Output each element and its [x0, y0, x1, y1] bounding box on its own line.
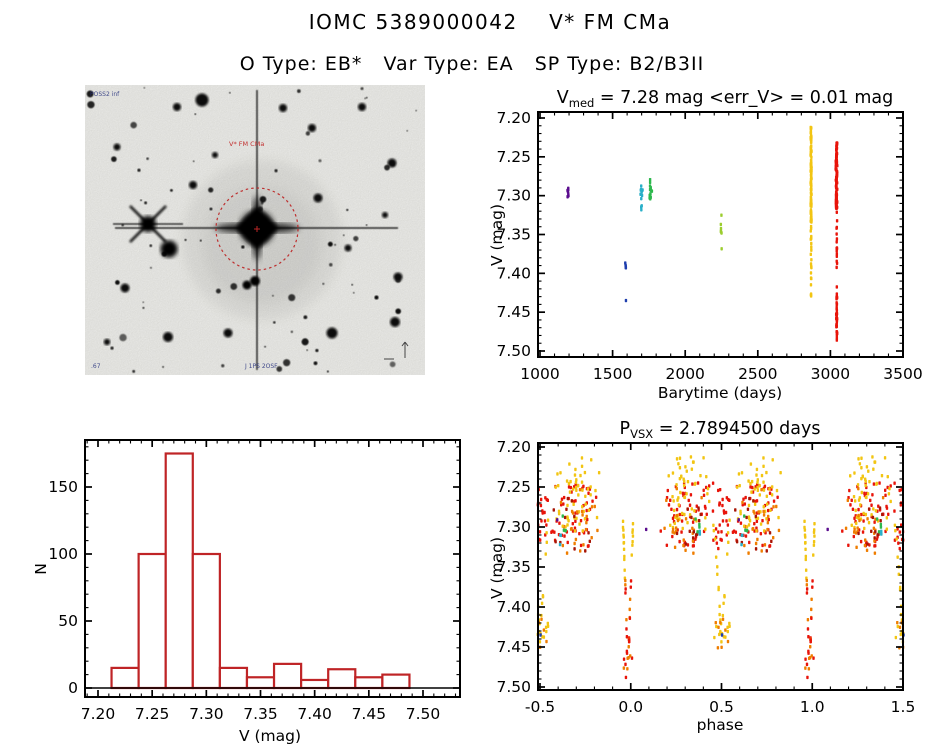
- tick-marks: [538, 443, 904, 690]
- histogram-xlabel: V (mag): [239, 727, 301, 745]
- y-tick-label: 7.40: [496, 598, 531, 616]
- phase-xlabel: phase: [697, 716, 744, 734]
- phase-layers: -0.5 0.0 0.5 1.0 1.5 7.20 7.25 7.30 7.35 7.40 7.45…: [496, 438, 915, 716]
- x-tick-label: 3000: [811, 365, 850, 383]
- y-tick-label: 150: [48, 478, 78, 496]
- x-tick-label: 1.5: [891, 698, 916, 716]
- y-tick-label: 100: [48, 545, 78, 563]
- y-tick-label: 7.20: [496, 438, 531, 456]
- phase-title: PVSX = 2.7894500 days: [620, 419, 821, 441]
- y-tick-label: 7.50: [496, 678, 531, 696]
- x-tick-label: 1500: [593, 365, 632, 383]
- tick-labels: 7.20 7.25 7.30 7.35 7.40 7.45 7.50 0 50 100 150: [48, 478, 440, 723]
- corner-label: .67: [91, 363, 101, 370]
- y-tick-label: 7.45: [496, 303, 531, 321]
- y-tick-label: 7.50: [496, 342, 531, 360]
- lightcurve-ylabel: V (mag): [490, 204, 506, 266]
- x-tick-label: 0.5: [709, 698, 734, 716]
- target-label: V* FM CMa: [229, 140, 264, 148]
- x-tick-label: 7.25: [135, 705, 170, 723]
- lightcurve-title: Vmed = 7.28 mag <err_V> = 0.01 mag: [557, 88, 893, 110]
- histogram-bar: [137, 552, 167, 690]
- y-tick-label: 7.35: [496, 226, 531, 244]
- x-tick-label: 7.50: [406, 705, 441, 723]
- data-points: [566, 125, 839, 342]
- phase-svg: -0.5 0.0 0.5 1.0 1.5 7.20 7.25 7.30 7.35 7.40 7.45…: [490, 419, 915, 734]
- histogram-bar: [381, 673, 411, 690]
- y-tick-label: 7.45: [496, 638, 531, 656]
- y-tick-label: 7.25: [496, 148, 531, 166]
- star-field: [85, 85, 425, 375]
- finder-chart: POSS2 inf V* FM CMa J 1PS 2OSF .67: [85, 85, 425, 375]
- histogram-plot: 7.20 7.25 7.30 7.35 7.40 7.45 7.50 0 50 100 150 V …: [30, 425, 484, 747]
- axes: [537, 442, 904, 691]
- x-tick-label: 0.0: [618, 698, 643, 716]
- x-tick-label: 1.0: [800, 698, 825, 716]
- finder-chart-image: POSS2 inf V* FM CMa J 1PS 2OSF .67: [85, 85, 425, 375]
- x-tick-label: 7.40: [297, 705, 332, 723]
- lightcurve-svg: 1000 1500 2000 2500 3000 3500 7.20 7.25 7.30 7.35…: [490, 88, 923, 402]
- y-tick-label: 50: [58, 612, 78, 630]
- lightcurve-xlabel: Barytime (days): [658, 384, 782, 402]
- x-tick-label: 3500: [883, 365, 922, 383]
- tick-marks: [538, 112, 904, 357]
- y-tick-label: 7.25: [496, 478, 531, 496]
- x-tick-label: 2500: [738, 365, 777, 383]
- lightcurve-layers: 1000 1500 2000 2500 3000 3500 7.20 7.25 7.30 7.35…: [496, 109, 922, 383]
- y-tick-label: 7.30: [496, 518, 531, 536]
- x-tick-label: -0.5: [525, 698, 555, 716]
- tick-marks: [85, 440, 460, 697]
- y-tick-label: 7.35: [496, 558, 531, 576]
- phase-ylabel: V (mag): [490, 537, 506, 599]
- page-title: IOMC 5389000042 V* FM CMa: [308, 10, 672, 34]
- histogram-bar: [300, 678, 330, 690]
- x-tick-label: 7.45: [352, 705, 387, 723]
- histogram-layers: 7.20 7.25 7.30 7.35 7.40 7.45 7.50 0 50 100 150: [48, 439, 461, 723]
- lightcurve-plot: 1000 1500 2000 2500 3000 3500 7.20 7.25 7.30 7.35…: [490, 86, 944, 420]
- y-tick-label: 7.20: [496, 109, 531, 127]
- histogram-bar: [164, 452, 194, 690]
- footer-label: J 1PS 2OSF: [244, 363, 278, 370]
- x-tick-label: 7.20: [81, 705, 116, 723]
- histogram-bars: [110, 452, 411, 690]
- axes: [84, 439, 461, 698]
- histogram-bar: [354, 676, 384, 690]
- phase-plot: -0.5 0.0 0.5 1.0 1.5 7.20 7.25 7.30 7.35 7.40 7.45…: [490, 418, 944, 747]
- tick-labels: -0.5 0.0 0.5 1.0 1.5 7.20 7.25 7.30 7.35 7.40 7.45…: [496, 438, 915, 716]
- histogram-bar: [110, 666, 140, 690]
- x-tick-label: 2000: [665, 365, 704, 383]
- y-tick-label: 7.40: [496, 264, 531, 282]
- y-tick-label: 7.30: [496, 187, 531, 205]
- x-tick-label: 7.30: [189, 705, 224, 723]
- tick-labels: 1000 1500 2000 2500 3000 3500 7.20 7.25 7.30 7.35…: [496, 109, 922, 383]
- histogram-bar: [245, 676, 276, 690]
- histogram-bar: [191, 552, 221, 690]
- x-tick-label: 7.35: [243, 705, 278, 723]
- histogram-svg: 7.20 7.25 7.30 7.35 7.40 7.45 7.50 0 50 100 150 V …: [32, 439, 461, 745]
- compass-icon: [384, 341, 409, 360]
- histogram-ylabel: N: [32, 563, 50, 575]
- histogram-bar: [272, 662, 303, 690]
- y-tick-label: 0: [68, 679, 78, 697]
- survey-label: POSS2 inf: [90, 91, 120, 98]
- page-subtitle: O Type: EB* Var Type: EA SP Type: B2/B3I…: [239, 53, 705, 75]
- axes: [537, 111, 904, 358]
- data-points: [536, 455, 905, 680]
- histogram-bar: [218, 666, 249, 690]
- x-tick-label: 1000: [520, 365, 559, 383]
- histogram-bar: [327, 668, 357, 690]
